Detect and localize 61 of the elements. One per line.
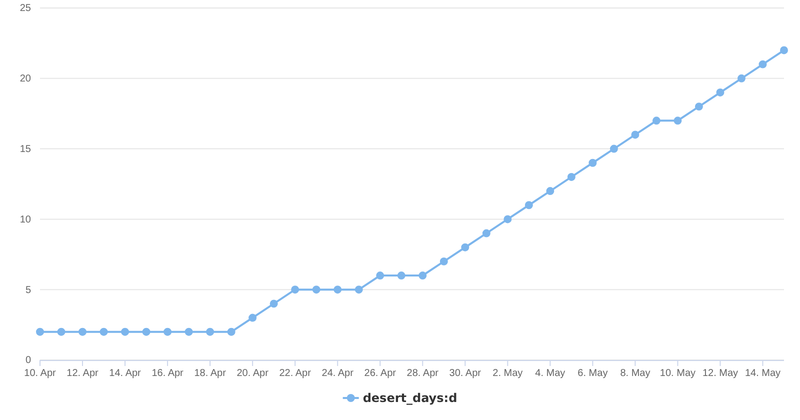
point [354,286,363,294]
x-tick-label: 30. Apr [449,368,482,380]
point [524,201,533,210]
x-tick-label: 24. Apr [322,368,354,380]
point [631,130,640,139]
y-tick-label: 10 [20,214,32,226]
legend-label: desert_days:d [362,391,458,406]
point [546,187,554,196]
point [674,116,682,125]
point [291,286,300,294]
point [716,88,724,96]
point [376,272,384,280]
point [334,286,342,294]
point [312,286,320,294]
x-tick-label: 8. May [620,368,650,380]
point [504,215,512,224]
x-tick-label: 20. Apr [236,368,270,380]
point [36,328,44,336]
x-tick-label: 2. May [492,368,523,380]
x-tick-label: 14. Apr [109,368,142,380]
point [78,328,87,336]
point [482,229,490,238]
point [588,158,597,167]
point [121,328,130,336]
point [737,74,746,82]
point [758,60,767,68]
x-tick-label: 4. May [535,368,566,380]
point [418,272,427,280]
x-tick-label: 16. Apr [152,368,184,380]
point [184,328,193,336]
y-tick-label: 5 [25,284,32,296]
x-tick-label: 12. Apr [66,368,100,380]
point [227,328,236,336]
point [100,328,108,336]
point [248,314,257,322]
y-tick-label: 20 [20,74,32,85]
x-tick-label: 6. May [578,368,608,380]
x-tick-label: 26. Apr [364,368,397,380]
point [57,328,66,336]
x-tick-label: 10. Apr [24,368,57,380]
point [164,328,172,336]
x-tick-label: 28. Apr [406,368,440,380]
point [206,328,214,336]
point [440,257,448,266]
point [780,46,788,54]
point [397,272,406,280]
point [567,172,576,181]
y-tick-label: 15 [20,144,32,155]
point [652,116,660,125]
x-tick-label: 18. Apr [194,368,227,380]
x-tick-label: 14. May [744,368,781,380]
x-tick-label: 10. May [660,368,696,380]
y-tick-label: 0 [25,355,32,366]
point [142,328,150,336]
x-tick-label: 22. Apr [279,368,312,380]
y-tick-label: 25 [20,3,32,14]
point [694,102,703,111]
x-tick-label: 12. May [702,368,738,380]
point [461,243,470,252]
point [270,300,278,308]
point [610,144,618,153]
